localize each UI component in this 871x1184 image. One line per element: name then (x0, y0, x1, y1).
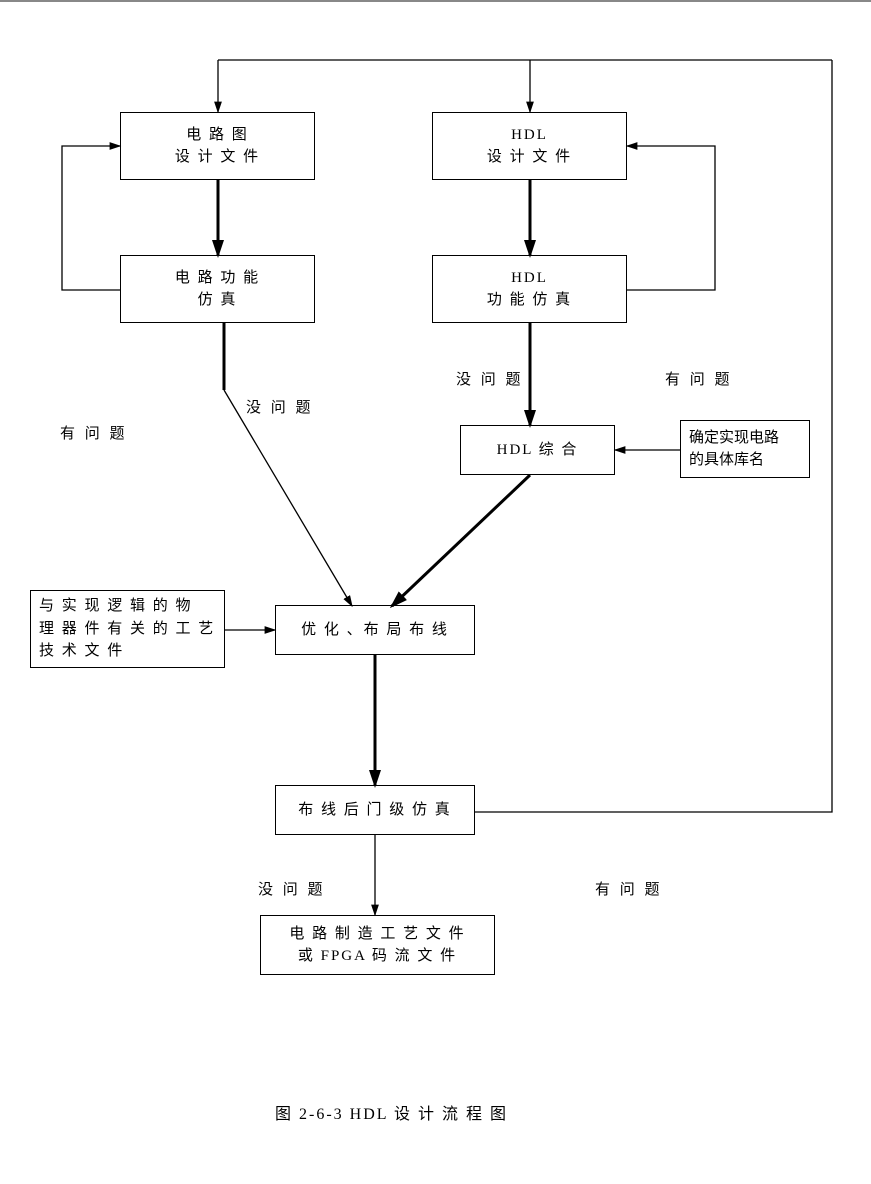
node-line: 技 术 文 件 (39, 640, 124, 663)
node-post-route-sim: 布 线 后 门 级 仿 真 (275, 785, 475, 835)
node-line: 的具体库名 (689, 449, 764, 472)
node-line: HDL 综 合 (497, 439, 579, 462)
node-hdl-synth: HDL 综 合 (460, 425, 615, 475)
node-line: 电 路 图 (186, 124, 249, 147)
edge-label-ok-bottom: 没 问 题 (258, 878, 326, 899)
node-line: 设 计 文 件 (487, 146, 572, 169)
node-line: 优 化 、布 局 布 线 (301, 619, 449, 642)
node-line: 设 计 文 件 (175, 146, 260, 169)
node-hdl-design: HDL 设 计 文 件 (432, 112, 627, 180)
node-opt-place-route: 优 化 、布 局 布 线 (275, 605, 475, 655)
node-line: HDL (511, 267, 548, 290)
node-library: 确定实现电路 的具体库名 (680, 420, 810, 478)
node-circuit-design: 电 路 图 设 计 文 件 (120, 112, 315, 180)
edge-label-ok-right: 没 问 题 (456, 368, 524, 389)
node-line: 或 FPGA 码 流 文 件 (298, 945, 457, 968)
node-line: 布 线 后 门 级 仿 真 (298, 799, 452, 822)
node-output-file: 电 路 制 造 工 艺 文 件 或 FPGA 码 流 文 件 (260, 915, 495, 975)
figure-caption: 图 2-6-3 HDL 设 计 流 程 图 (275, 1100, 508, 1124)
edge-label-problem-left: 有 问 题 (60, 422, 128, 443)
node-hdl-sim: HDL 功 能 仿 真 (432, 255, 627, 323)
node-line: HDL (511, 124, 548, 147)
edge-label-problem-right: 有 问 题 (665, 368, 733, 389)
edge-label-problem-bottom: 有 问 题 (595, 878, 663, 899)
node-line: 仿 真 (198, 289, 238, 312)
node-line: 电 路 制 造 工 艺 文 件 (289, 923, 465, 946)
node-line: 功 能 仿 真 (487, 289, 572, 312)
node-circuit-sim: 电 路 功 能 仿 真 (120, 255, 315, 323)
edge-label-ok-left: 没 问 题 (246, 396, 314, 417)
node-tech-file: 与 实 现 逻 辑 的 物 理 器 件 有 关 的 工 艺 技 术 文 件 (30, 590, 225, 668)
node-line: 与 实 现 逻 辑 的 物 (39, 595, 193, 618)
node-line: 理 器 件 有 关 的 工 艺 (39, 618, 215, 641)
node-line: 电 路 功 能 (175, 267, 260, 290)
node-line: 确定实现电路 (689, 427, 779, 450)
top-rule (0, 0, 871, 2)
